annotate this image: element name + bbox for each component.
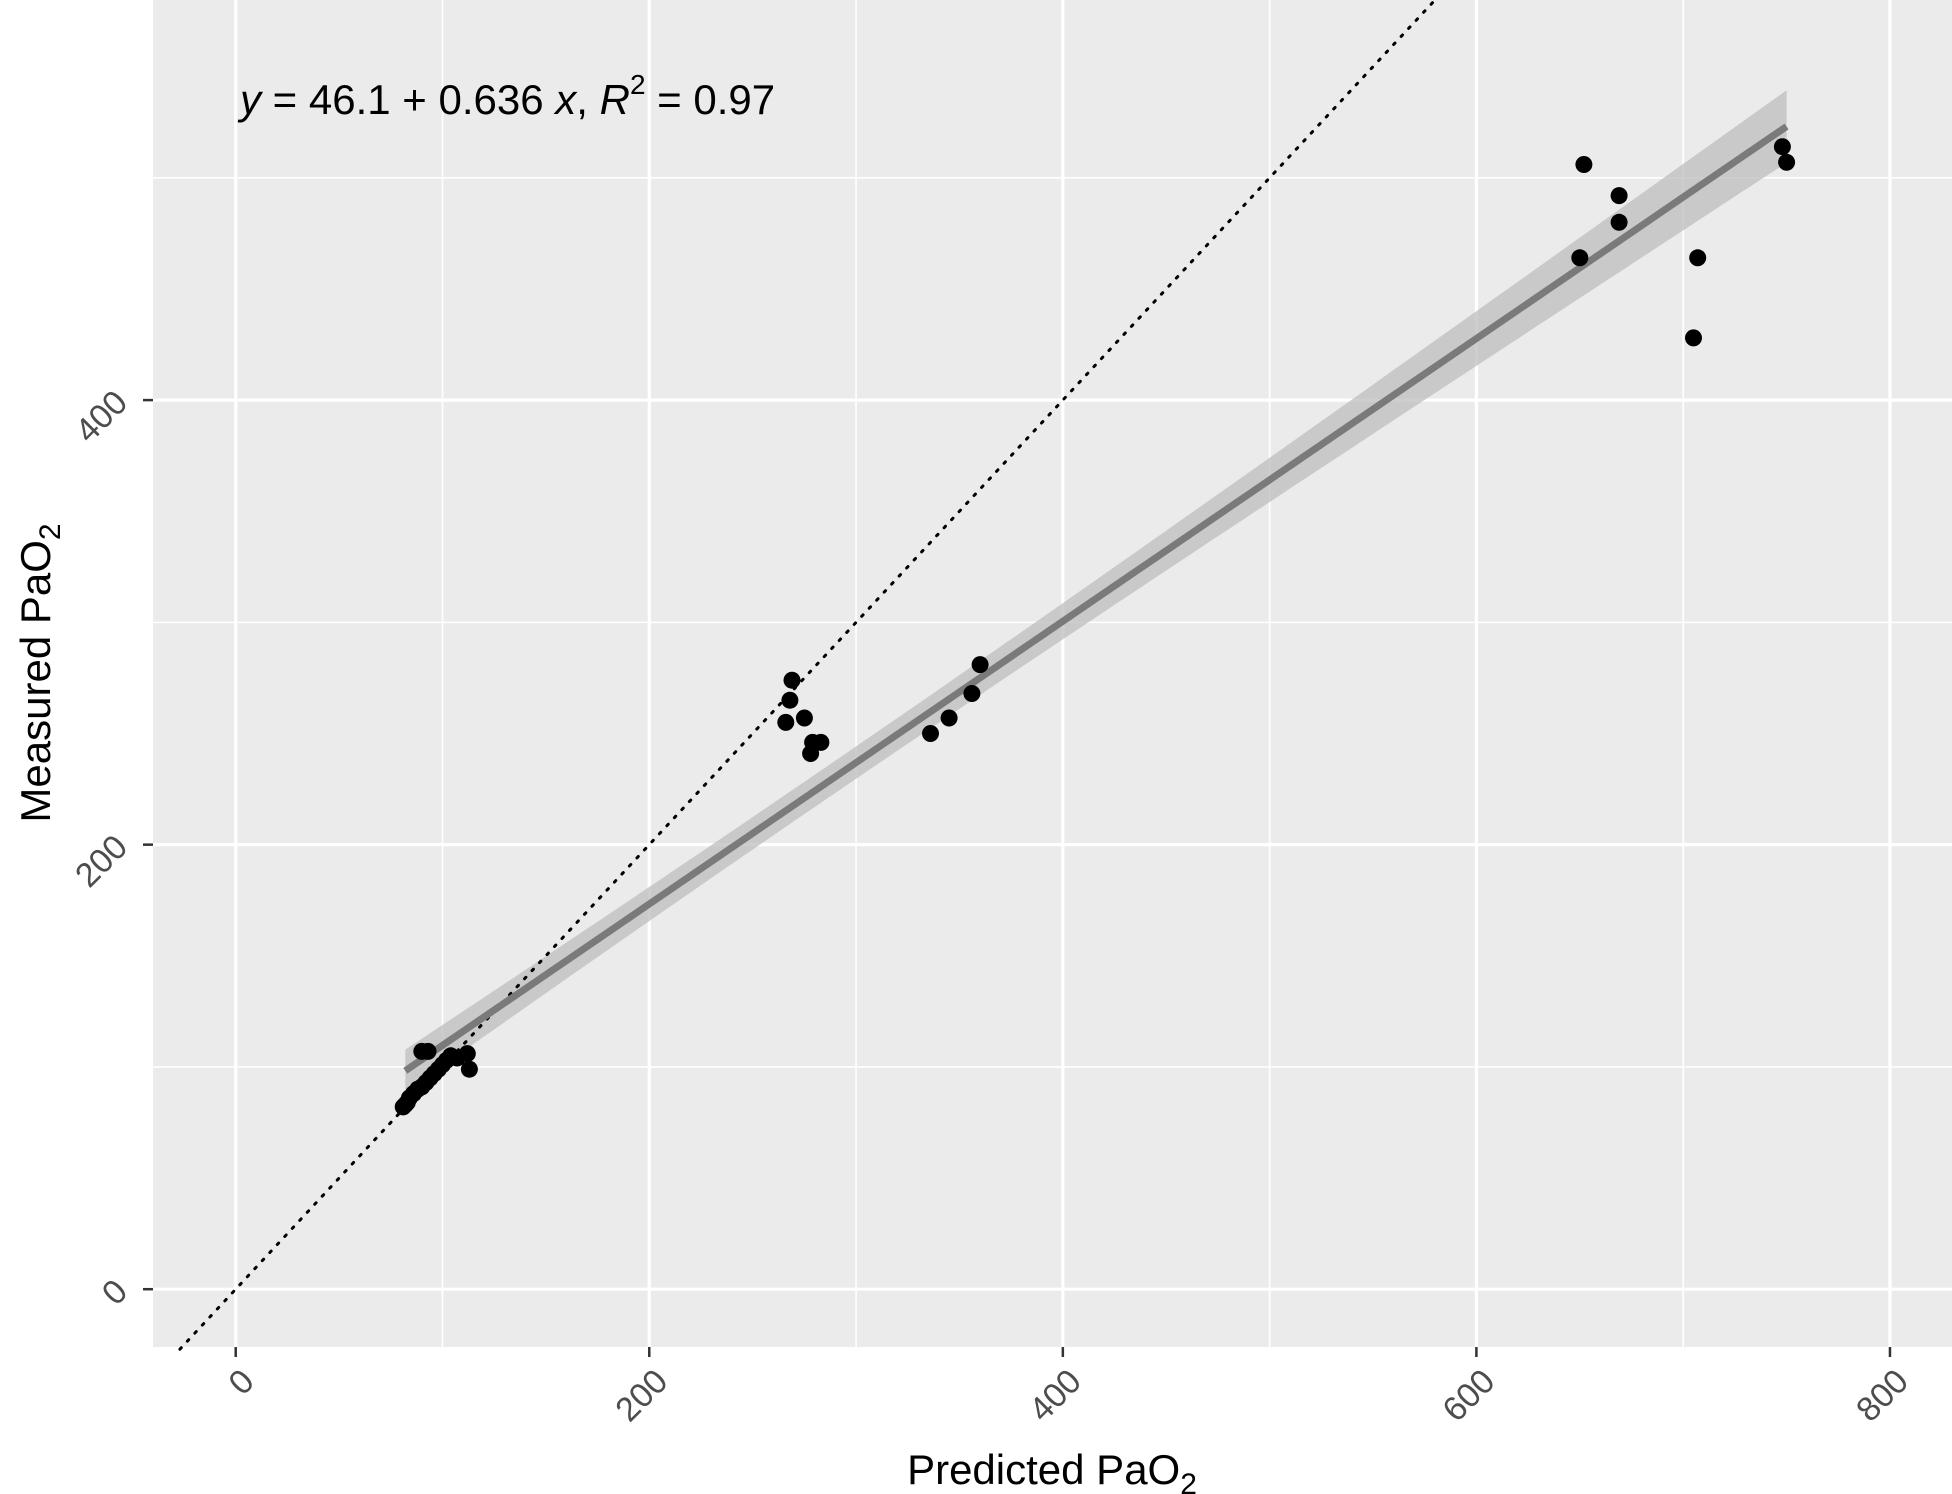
data-point [1689,249,1707,267]
y-axis-ticks: 0 200 400 [68,383,153,1313]
regression-equation: y = 46.1 + 0.636 x, R2 = 0.97 [237,69,775,123]
data-point [971,656,989,674]
eq-r-val: = 0.97 [646,76,776,123]
eq-x-var: x [553,76,578,123]
y-tick-label: 200 [68,828,135,895]
x-axis-title-main: Predicted PaO [907,1446,1180,1493]
y-axis-title: Measured PaO2 [12,523,67,822]
x-axis-ticks: 0 200 400 600 800 [221,1347,1916,1429]
eq-r-sup: 2 [630,69,646,100]
data-point [1778,153,1796,171]
data-point [922,725,939,742]
major-gridlines [153,0,1952,1347]
x-tick-label: 400 [1022,1362,1089,1429]
regression-line [403,123,1789,1074]
data-point [1685,329,1702,347]
data-point [1610,213,1628,231]
data-point [802,745,820,762]
data-points [394,138,1796,1116]
data-point [1575,156,1593,173]
data-point [963,685,981,702]
confidence-band [405,90,1787,1092]
data-point [458,1045,476,1063]
data-point [1773,138,1791,156]
x-tick-label: 800 [1849,1362,1916,1429]
data-point [419,1042,437,1060]
data-point [795,709,813,727]
data-point [1571,249,1589,267]
eq-y-var: y [237,76,264,123]
x-tick-label: 0 [221,1362,261,1402]
regression-fit-line [403,123,1789,1074]
identity-dotted-line [178,0,1437,1351]
data-point [812,733,830,751]
identity-line [178,0,1437,1351]
confidence-band-area [405,90,1787,1092]
y-tick-label: 0 [95,1272,135,1312]
data-point [1610,187,1628,205]
x-axis-title: Predicted PaO2 [907,1446,1197,1494]
data-point [460,1060,478,1078]
x-tick-label: 600 [1435,1362,1502,1429]
x-tick-label: 200 [608,1362,675,1429]
x-axis-title-sub: 2 [1180,1468,1197,1494]
eq-r-var: R [600,76,630,123]
eq-sep: , [576,76,599,123]
data-point [777,713,795,731]
y-axis-title-sub: 2 [34,523,67,540]
eq-mid: = 46.1 + 0.636 [261,76,555,123]
data-point [783,671,801,689]
data-point [940,709,958,727]
y-axis-title-main: Measured PaO [12,540,59,822]
y-tick-label: 400 [68,383,135,450]
data-point [781,691,799,709]
